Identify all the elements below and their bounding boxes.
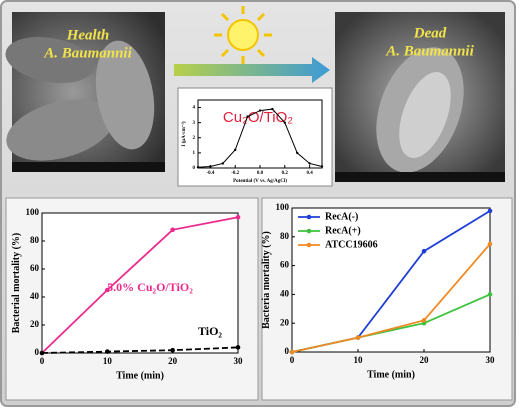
- y-tick-label: 3: [193, 121, 196, 126]
- y-tick-label: 100: [276, 202, 290, 212]
- sem-label: A. Baumannii: [385, 43, 474, 59]
- x-tick-label: 10: [354, 355, 364, 365]
- data-point: [487, 292, 493, 297]
- x-axis-label: Time (min): [116, 371, 164, 382]
- data-point: [296, 151, 299, 155]
- data-point: [170, 227, 175, 233]
- data-point: [487, 208, 493, 214]
- data-point: [105, 349, 110, 354]
- y-tick-label: 2: [193, 136, 196, 141]
- sem-image-left: Health A. Baumannii: [5, 12, 165, 172]
- y-tick-label: 80: [30, 235, 40, 245]
- y-axis-label: Bacterial mortality (%): [11, 233, 22, 334]
- series-line: [291, 243, 491, 353]
- y-tick-label: 0: [285, 346, 290, 356]
- data-point: [105, 287, 110, 293]
- legend-marker: [306, 228, 312, 234]
- data-point: [258, 109, 262, 112]
- sem-label: Dead: [413, 25, 447, 41]
- data-point: [308, 162, 311, 165]
- sem-image-right: Dead A. Baumannii: [335, 12, 505, 182]
- data-point: [221, 162, 224, 165]
- data-point: [320, 165, 324, 168]
- y-axis-label: Bacteria mortality (%): [261, 231, 272, 329]
- y-tick-label: 40: [30, 291, 40, 301]
- data-point: [289, 349, 295, 355]
- data-point: [355, 335, 361, 340]
- x-tick-label: 0.2: [282, 171, 289, 176]
- data-point: [209, 165, 212, 168]
- legend-label: RecA(-): [325, 211, 358, 222]
- data-point: [487, 241, 493, 247]
- y-tick-label: 60: [30, 263, 40, 273]
- y-tick-label: 1: [193, 151, 196, 156]
- y-tick-label: 40: [280, 288, 290, 298]
- x-tick-label: -0.4: [206, 171, 214, 176]
- y-axis-label: I (μA·cm⁻²): [181, 121, 187, 146]
- x-tick-label: -0.2: [231, 171, 239, 176]
- sem-label: Health: [66, 27, 110, 43]
- x-tick-label: 30: [234, 356, 244, 366]
- x-axis-label: Potential (V vs. Ag/AgCl): [233, 179, 287, 184]
- x-tick-label: 0: [40, 356, 45, 366]
- y-tick-label: 60: [280, 260, 290, 270]
- arrow: [174, 57, 330, 83]
- x-tick-label: 20: [420, 355, 430, 365]
- sun-icon: [214, 6, 272, 64]
- data-point: [246, 115, 249, 118]
- series-label: TiO₂: [198, 324, 222, 338]
- data-point: [421, 318, 427, 323]
- data-point: [283, 121, 286, 124]
- series-line: [41, 346, 239, 354]
- x-tick-label: 0.0: [257, 171, 264, 176]
- legend-label: ATCC19606: [325, 239, 378, 250]
- x-tick-label: 0.4: [306, 171, 313, 176]
- sem-label: A. Baumannii: [43, 45, 132, 61]
- data-point: [39, 350, 45, 356]
- y-tick-label: 100: [26, 207, 40, 217]
- y-tick-label: 20: [280, 317, 290, 327]
- y-tick-label: 20: [30, 319, 40, 329]
- y-tick-label: 80: [280, 231, 290, 241]
- data-point: [235, 345, 241, 350]
- data-point: [271, 107, 274, 111]
- x-axis-label: Time (min): [367, 370, 415, 381]
- data-point: [196, 166, 200, 169]
- data-point: [235, 214, 241, 220]
- data-point: [234, 148, 237, 152]
- series-line: [41, 216, 239, 354]
- y-tick-label: 4: [193, 106, 196, 111]
- data-point: [421, 248, 427, 254]
- legend-label: RecA(+): [325, 225, 361, 236]
- data-point: [170, 347, 175, 353]
- legend-marker: [306, 242, 312, 248]
- plot-frame: [41, 212, 239, 354]
- series-label: 5.0% Cu₂O/TiO₂: [107, 280, 193, 294]
- x-tick-label: 10: [103, 356, 113, 366]
- y-tick-label: 0: [193, 166, 196, 171]
- x-tick-label: 30: [486, 355, 496, 365]
- legend-marker: [306, 214, 312, 220]
- x-tick-label: 20: [168, 356, 178, 366]
- x-tick-label: 0: [290, 355, 295, 365]
- y-tick-label: 0: [35, 347, 40, 357]
